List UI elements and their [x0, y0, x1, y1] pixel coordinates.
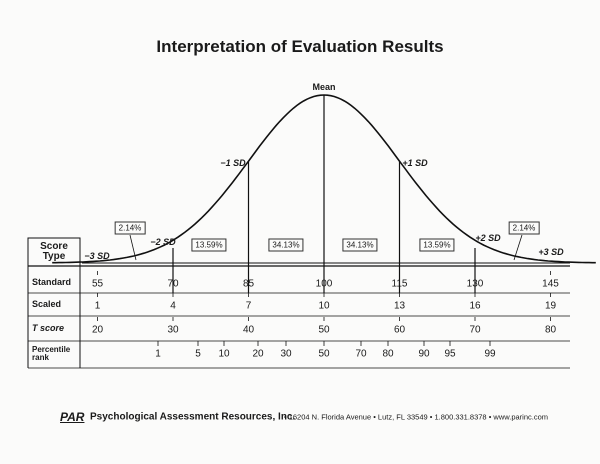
row-label: Scaled — [32, 299, 62, 309]
score-value: 4 — [170, 300, 176, 312]
score-value: 1 — [94, 300, 101, 312]
mean-label: Mean — [312, 82, 336, 92]
area-label: 2.14% — [114, 221, 146, 235]
percentile-value: 70 — [355, 348, 367, 360]
percentile-value: 95 — [444, 348, 456, 360]
score-value: 100 — [315, 278, 333, 290]
percentile-value: 20 — [252, 348, 264, 360]
header-label: Score Type — [40, 241, 68, 262]
score-value: 7 — [245, 300, 252, 312]
score-value: 80 — [544, 324, 557, 336]
percentile-value: 10 — [218, 348, 230, 360]
arrow — [513, 234, 523, 261]
area-label: 2.14% — [508, 221, 540, 235]
score-value: 30 — [167, 324, 179, 336]
score-value: 19 — [544, 300, 557, 312]
score-value: 145 — [542, 278, 559, 290]
score-value: 10 — [318, 300, 330, 312]
title: Interpretation of Evaluation Results — [156, 37, 444, 56]
sd-label: −3 SD — [84, 251, 110, 261]
score-value: 60 — [393, 324, 406, 336]
score-value: 85 — [242, 278, 255, 290]
percentile-value: 50 — [318, 348, 330, 360]
row-label: T score — [32, 323, 65, 333]
score-value: 55 — [91, 278, 104, 290]
score-value: 20 — [91, 324, 104, 336]
percentile-value: 90 — [418, 348, 430, 360]
row-label: Standard — [32, 277, 72, 287]
score-value: 115 — [391, 278, 408, 290]
percentile-value: 80 — [382, 348, 394, 360]
area-label: 13.59% — [419, 238, 455, 252]
sd-label: +1 SD — [402, 158, 428, 168]
percentile-value: 30 — [280, 348, 292, 360]
row-label: Percentile rank — [32, 345, 71, 362]
brand-logo: PAR — [60, 410, 85, 424]
percentile-value: 5 — [195, 348, 201, 360]
percentile-value: 99 — [484, 348, 496, 360]
score-value: 70 — [469, 324, 481, 336]
score-value: 13 — [393, 300, 406, 312]
company-name: Psychological Assessment Resources, Inc. — [90, 411, 296, 423]
address: • 16204 N. Florida Avenue • Lutz, FL 335… — [284, 412, 548, 422]
score-value: 130 — [466, 278, 484, 290]
sd-label: −2 SD — [150, 237, 176, 247]
area-label: 34.13% — [268, 238, 304, 252]
score-value: 70 — [167, 278, 179, 290]
score-value: 40 — [242, 324, 255, 336]
arrow — [129, 234, 137, 261]
score-value: 50 — [318, 324, 330, 336]
sd-label: −1 SD — [220, 158, 246, 168]
sd-label: +3 SD — [538, 247, 564, 257]
score-value: 16 — [469, 300, 481, 312]
sd-label: +2 SD — [475, 233, 501, 243]
area-label: 34.13% — [342, 238, 378, 252]
percentile-value: 1 — [155, 348, 161, 360]
area-label: 13.59% — [191, 238, 227, 252]
